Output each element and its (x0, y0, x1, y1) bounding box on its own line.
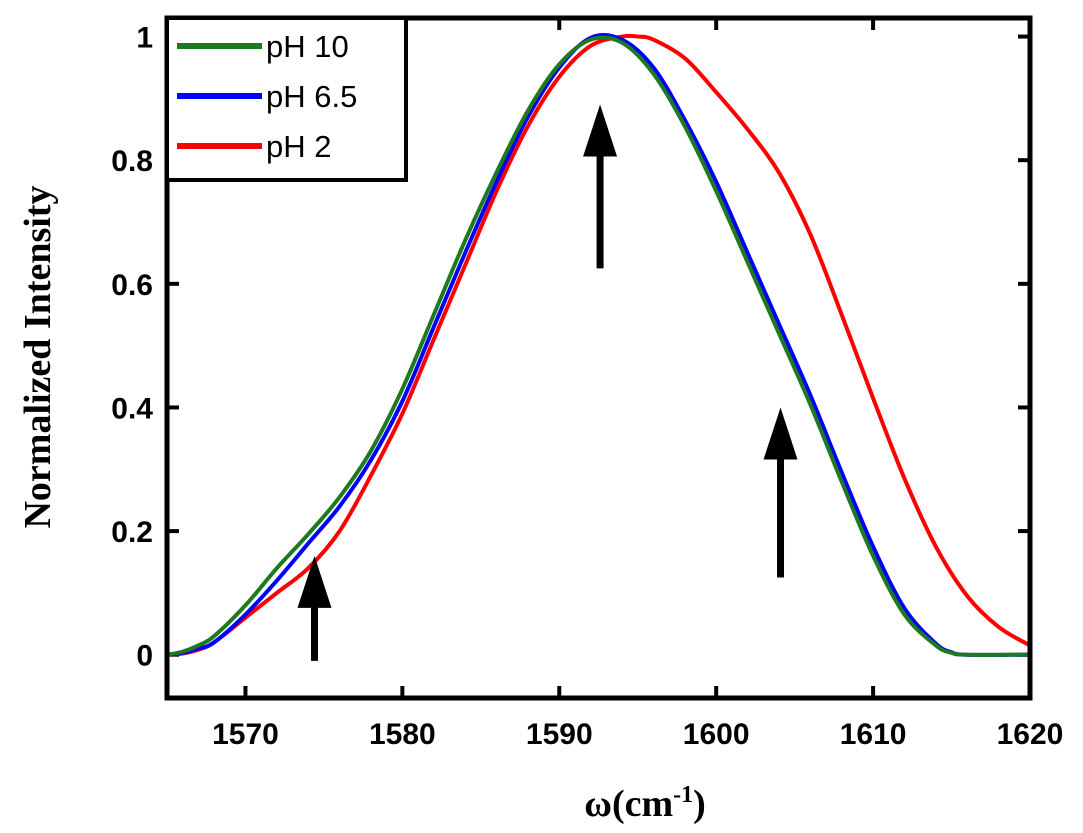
x-tick-label: 1590 (526, 718, 593, 751)
series-line-ph-10 (167, 35, 1030, 657)
plot-frame (164, 15, 1033, 701)
y-tick-label: 1 (136, 22, 153, 55)
arrow-head (583, 104, 618, 157)
x-axis-label-main: ω(cm (584, 783, 673, 825)
legend-label-ph-10: pH 10 (266, 29, 349, 64)
series-line-ph-2 (167, 33, 1030, 657)
annotation-arrow (583, 104, 618, 269)
legend: pH 10 pH 6.5 pH 2 (165, 16, 408, 182)
series-layer (167, 33, 1030, 657)
x-tick-label: 1580 (369, 718, 436, 751)
x-tick-label: 1600 (683, 718, 750, 751)
y-tick-label: 0.4 (111, 392, 153, 425)
x-tick-label: 1620 (997, 718, 1064, 751)
legend-label-ph-6-5: pH 6.5 (266, 79, 357, 114)
annotation-arrow (763, 407, 798, 578)
x-axis-ticks: 1570 1580 1590 1600 1610 1620 (212, 18, 1063, 751)
arrow-head (297, 555, 332, 608)
annotation-arrow (297, 555, 332, 661)
y-axis-label: Normalized Intensity (17, 185, 59, 528)
y-tick-label: 0 (136, 640, 153, 673)
x-axis-label: ω(cm-1) (584, 782, 706, 825)
y-tick-label: 0.8 (111, 145, 153, 178)
arrow-layer (297, 104, 798, 661)
x-axis-label-suffix: ) (693, 783, 706, 825)
y-axis-ticks: 0 0.2 0.4 0.6 0.8 1 (111, 22, 1030, 673)
x-tick-label: 1570 (212, 718, 279, 751)
legend-label-ph-2: pH 2 (266, 129, 331, 164)
y-tick-label: 0.2 (111, 516, 153, 549)
y-tick-label: 0.6 (111, 269, 153, 302)
arrow-head (763, 407, 798, 460)
x-tick-label: 1610 (840, 718, 907, 751)
x-axis-label-superscript: -1 (673, 782, 693, 808)
